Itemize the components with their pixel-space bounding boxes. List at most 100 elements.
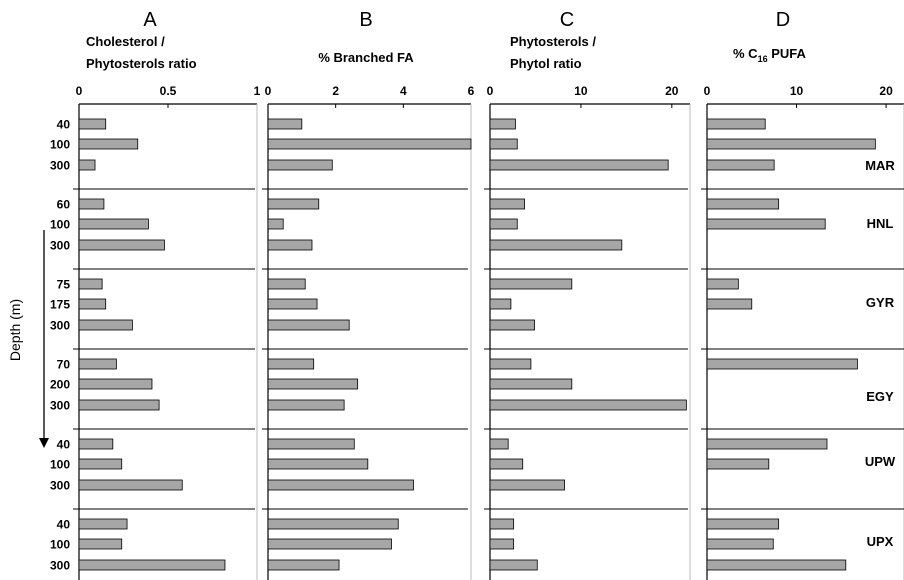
depth-label: 100 [50, 538, 70, 552]
panel-title: Phytosterols / [510, 34, 596, 49]
bar [78, 479, 183, 491]
bar [267, 239, 313, 251]
depth-label: 100 [50, 138, 70, 152]
panel-title: Phytol ratio [510, 56, 582, 71]
station-label: GYR [866, 295, 895, 310]
x-tick-label: 6 [468, 84, 475, 98]
bar [78, 358, 117, 370]
station-label: HNL [867, 216, 894, 231]
bar [78, 399, 160, 411]
bar [489, 399, 687, 411]
bar [489, 479, 565, 491]
panel-title-main: % C [733, 46, 758, 61]
bar [78, 319, 133, 331]
bar [489, 198, 525, 210]
depth-label: 60 [57, 198, 71, 212]
bar [706, 159, 775, 171]
bar [78, 378, 153, 390]
bar [489, 438, 509, 450]
depth-label: 200 [50, 378, 70, 392]
panel-title-rest: PUFA [768, 46, 807, 61]
depth-label: 175 [50, 298, 70, 312]
bar [78, 239, 165, 251]
bar [706, 518, 780, 530]
bar [706, 138, 876, 150]
bar [267, 538, 392, 550]
bar [267, 458, 369, 470]
depth-label: 100 [50, 458, 70, 472]
panel-letter: C [560, 9, 574, 31]
bar [489, 559, 538, 571]
station-label: UPW [865, 454, 896, 469]
bar [78, 198, 105, 210]
bar [706, 438, 828, 450]
bar [267, 118, 303, 130]
station-label: UPX [867, 534, 894, 549]
depth-label: 300 [50, 479, 70, 493]
bar [267, 479, 414, 491]
bar [78, 559, 226, 571]
panel-letter: A [143, 9, 157, 31]
bar [267, 378, 359, 390]
bar [78, 278, 103, 290]
x-tick-label: 20 [879, 84, 893, 98]
x-tick-label: 10 [790, 84, 804, 98]
bar [267, 518, 399, 530]
x-tick-label: 0.5 [160, 84, 177, 98]
bar [489, 118, 516, 130]
bar [267, 319, 350, 331]
x-tick-label: 0 [76, 84, 83, 98]
bar [706, 458, 770, 470]
bar [267, 559, 340, 571]
bar [267, 438, 355, 450]
bar [489, 159, 669, 171]
bar [267, 159, 333, 171]
depth-arrow-head [39, 438, 49, 448]
bar [267, 198, 320, 210]
x-tick-label: 0 [265, 84, 272, 98]
depth-label: 40 [57, 518, 71, 532]
bar [267, 298, 318, 310]
bar [489, 278, 573, 290]
x-tick-label: 20 [665, 84, 679, 98]
x-tick-label: 2 [332, 84, 339, 98]
bar [78, 218, 149, 230]
bar [489, 319, 535, 331]
station-label: MAR [865, 158, 895, 173]
bar [267, 218, 284, 230]
bar [78, 518, 128, 530]
bar [706, 559, 847, 571]
depth-label: 300 [50, 239, 70, 253]
station-label: EGY [866, 389, 894, 404]
x-tick-label: 4 [400, 84, 407, 98]
bar [78, 538, 123, 550]
bar [78, 138, 139, 150]
bar [267, 278, 306, 290]
y-axis-title: Depth (m) [7, 299, 23, 361]
bar [489, 358, 532, 370]
x-tick-label: 10 [574, 84, 588, 98]
depth-label: 70 [57, 358, 71, 372]
bar [489, 218, 518, 230]
bar [706, 218, 826, 230]
bar [706, 358, 858, 370]
bar [706, 198, 780, 210]
bar [267, 138, 472, 150]
panel-title: % Branched FA [318, 50, 414, 65]
bar [489, 458, 524, 470]
bar [489, 538, 515, 550]
bar [489, 298, 512, 310]
depth-label: 40 [57, 438, 71, 452]
x-tick-label: 1 [254, 84, 261, 98]
panel-title-subscript: 16 [758, 54, 768, 64]
bar [489, 378, 573, 390]
bar [706, 278, 739, 290]
panel-title: Phytosterols ratio [86, 56, 197, 71]
depth-label: 300 [50, 319, 70, 333]
depth-label: 300 [50, 159, 70, 173]
panel-title: % C16 PUFA [733, 46, 806, 64]
panel-letter: D [776, 9, 790, 31]
panel-letter: B [359, 9, 372, 31]
depth-label: 75 [57, 278, 71, 292]
depth-label: 300 [50, 399, 70, 413]
